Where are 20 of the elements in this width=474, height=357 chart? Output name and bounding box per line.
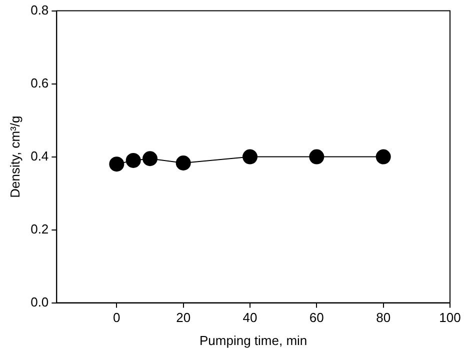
- point: [309, 149, 324, 164]
- y-tick-label: 0.8: [30, 2, 49, 18]
- x-tick-label: 40: [242, 310, 258, 326]
- x-tick-label: 100: [439, 310, 461, 326]
- point: [142, 151, 158, 166]
- y-axis-title: Density, cm³/g: [7, 116, 22, 198]
- y-tick-label: 0.6: [30, 75, 49, 90]
- point: [176, 156, 191, 171]
- x-axis-title: Pumping time, min: [200, 332, 308, 348]
- x-tick-label: 80: [376, 310, 391, 326]
- x-tick-label: 0: [113, 310, 120, 326]
- point: [376, 149, 391, 164]
- y-tick-label: 0.2: [30, 221, 49, 236]
- x-tick-label: 20: [176, 310, 191, 326]
- point: [126, 152, 141, 168]
- y-tick-label: 0.0: [30, 294, 49, 310]
- x-tick-label: 60: [309, 310, 324, 326]
- y-tick-label: 0.4: [30, 148, 49, 164]
- point: [242, 149, 258, 164]
- point: [109, 156, 124, 172]
